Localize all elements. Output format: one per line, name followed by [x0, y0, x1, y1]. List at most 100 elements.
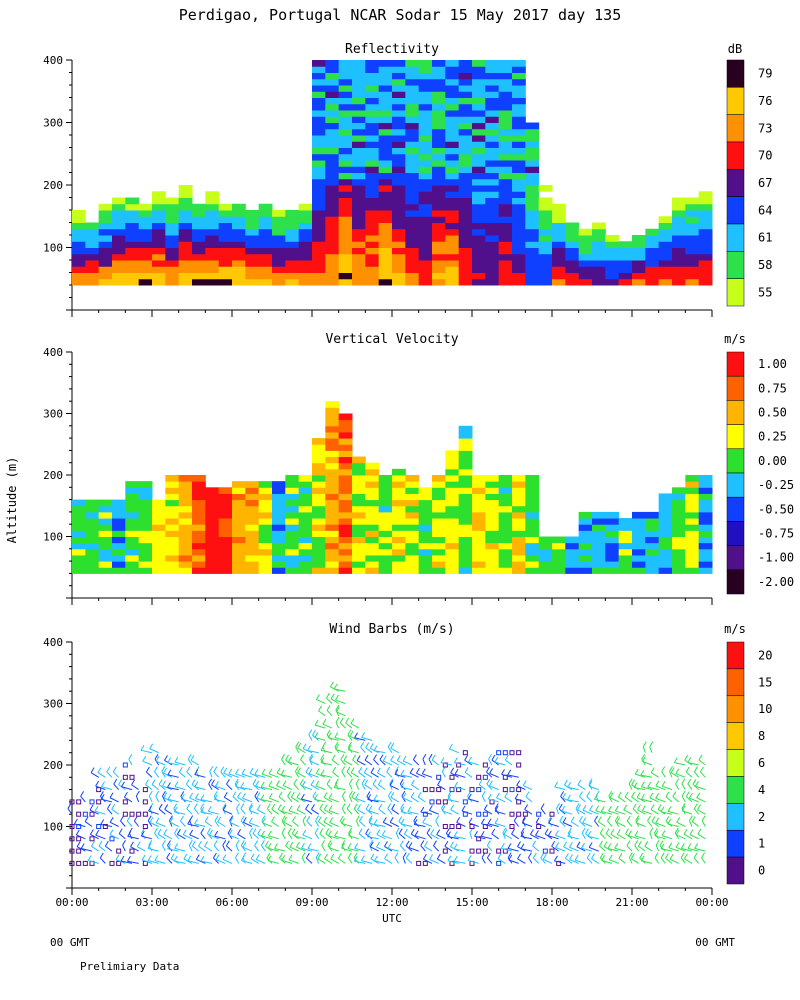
- reflectivity-cell: [392, 178, 406, 186]
- wind-barb: [237, 833, 246, 840]
- wind-barb-feather: [280, 769, 285, 775]
- wind-barb-feather: [220, 766, 225, 773]
- wind-barb: [163, 834, 173, 840]
- wind-barb: [354, 847, 366, 852]
- velocity-cell: [138, 542, 153, 550]
- colorbar-swatch: [726, 448, 745, 474]
- wind-barb-feather: [167, 769, 172, 775]
- velocity-cell: [525, 536, 540, 544]
- wind-barb-feather: [644, 841, 649, 847]
- wind-barb-feather: [384, 841, 388, 847]
- wind-barb-feather: [361, 778, 366, 785]
- reflectivity-cell: [578, 272, 593, 280]
- reflectivity-cell: [365, 122, 380, 130]
- reflectivity-cell: [485, 228, 500, 236]
- wind-barb: [351, 796, 359, 803]
- reflectivity-cell: [592, 260, 606, 267]
- velocity-cell: [325, 487, 340, 494]
- wind-barb-feather: [193, 803, 198, 809]
- wind-barb: [481, 823, 493, 827]
- reflectivity-cell: [485, 222, 500, 230]
- velocity-cell: [432, 554, 446, 562]
- reflectivity-cell: [538, 210, 553, 217]
- reflectivity-cell: [392, 216, 406, 223]
- wind-barb: [491, 833, 499, 840]
- reflectivity-cell: [472, 153, 486, 161]
- reflectivity-cell: [512, 235, 526, 242]
- wind-barb-feather: [147, 815, 152, 822]
- colorbar-label: 79: [758, 67, 772, 81]
- wind-barb-feather: [95, 829, 100, 836]
- velocity-cell: [578, 561, 593, 568]
- reflectivity-cell: [418, 197, 433, 205]
- wind-barb-feather: [183, 853, 188, 860]
- reflectivity-cell: [298, 203, 313, 211]
- velocity-cell: [192, 542, 206, 550]
- wind-barb-feather: [685, 791, 690, 797]
- velocity-cell: [632, 530, 646, 537]
- velocity-cell: [405, 493, 420, 501]
- velocity-cell: [98, 548, 113, 556]
- reflectivity-cell: [405, 128, 420, 136]
- reflectivity-cell: [205, 278, 220, 286]
- calm-marker: [449, 824, 455, 829]
- velocity-cell: [618, 567, 633, 574]
- velocity-cell: [85, 567, 100, 574]
- wind-barb: [361, 860, 373, 864]
- wind-barb-feather: [494, 756, 499, 763]
- wind-barb: [562, 797, 573, 803]
- velocity-cell: [112, 518, 126, 525]
- wind-barb-feather: [347, 852, 352, 858]
- velocity-cell: [325, 567, 340, 574]
- wind-barb: [614, 820, 620, 827]
- wind-barb: [489, 785, 499, 791]
- reflectivity-cell: [125, 260, 140, 267]
- velocity-cell: [325, 419, 340, 427]
- calm-marker: [102, 824, 108, 829]
- wind-barb: [189, 834, 199, 840]
- wind-barb-feather: [368, 817, 373, 824]
- wind-barb-feather: [540, 803, 545, 809]
- wind-barb-feather: [121, 781, 125, 787]
- wind-barb-feather: [288, 854, 293, 861]
- velocity-cell: [232, 542, 246, 550]
- reflectivity-cell: [232, 266, 246, 273]
- reflectivity-cell: [392, 166, 406, 173]
- wind-barb: [640, 774, 653, 778]
- wind-barb: [390, 796, 399, 803]
- reflectivity-cell: [365, 153, 380, 161]
- reflectivity-cell: [392, 191, 406, 198]
- reflectivity-cell: [685, 203, 700, 211]
- velocity-cell: [698, 524, 713, 531]
- wind-barb-feather: [405, 840, 410, 847]
- wind-barb-feather: [261, 815, 266, 822]
- reflectivity-cell: [85, 272, 100, 280]
- reflectivity-cell: [205, 216, 220, 223]
- wind-barb-feather: [155, 790, 160, 797]
- velocity-cell: [338, 462, 353, 470]
- calm-marker: [522, 811, 528, 817]
- reflectivity-cell: [485, 128, 500, 136]
- reflectivity-cell: [85, 241, 100, 248]
- reflectivity-cell: [485, 278, 500, 286]
- reflectivity-cell: [472, 235, 486, 242]
- reflectivity-cell: [325, 116, 340, 123]
- wind-barb-feather: [610, 829, 615, 835]
- reflectivity-cell: [418, 128, 433, 136]
- velocity-cell: [138, 567, 153, 574]
- reflectivity-cell: [512, 266, 526, 273]
- reflectivity-cell: [538, 266, 553, 273]
- wind-barb-feather: [616, 829, 621, 835]
- reflectivity-cell: [378, 72, 393, 80]
- wind-barb-feather: [626, 840, 631, 846]
- wind-barb-feather: [689, 829, 694, 835]
- velocity-cell: [258, 518, 273, 525]
- wind-barb-feather: [373, 819, 378, 825]
- velocity-cell: [125, 536, 140, 544]
- wind-barb-feather: [305, 852, 310, 859]
- velocity-cell: [205, 561, 220, 568]
- reflectivity-cell: [458, 241, 473, 248]
- reflectivity-cell: [445, 260, 460, 267]
- reflectivity-cell: [72, 210, 86, 217]
